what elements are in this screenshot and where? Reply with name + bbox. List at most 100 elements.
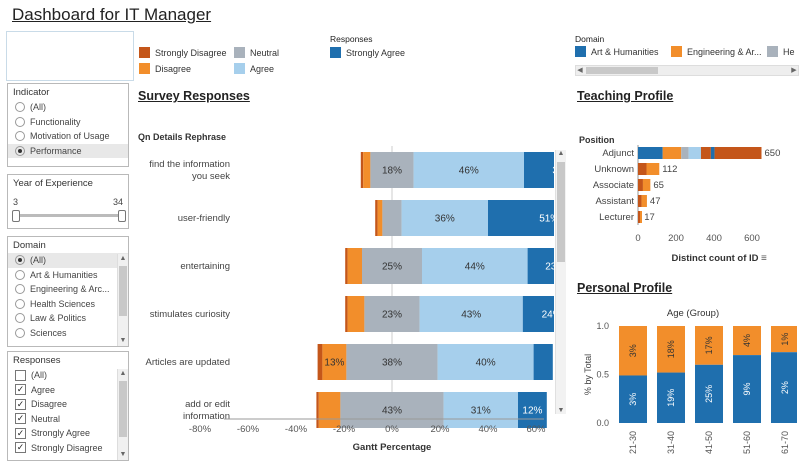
domain-option[interactable]: Art & Humanities <box>8 268 128 283</box>
radio-unchecked-icon[interactable] <box>15 116 25 127</box>
sort-icon[interactable]: ≡ <box>761 253 767 264</box>
indicator-option[interactable]: (All) <box>8 100 128 115</box>
y-axis-label: % by Total <box>583 354 593 395</box>
x-tick-label: 400 <box>706 233 722 244</box>
teaching-bar-segment <box>638 195 642 207</box>
checkbox-unchecked-icon[interactable] <box>15 369 26 381</box>
teaching-column-header: Position <box>579 135 615 145</box>
scroll-down-icon[interactable]: ▼ <box>119 337 127 344</box>
domain-scroll-thumb[interactable] <box>119 266 127 316</box>
responses-option[interactable]: ✓ Disagree <box>8 397 128 412</box>
data-label: 38% <box>382 358 402 369</box>
legend-art-humanities[interactable]: Art & Humanities <box>575 46 659 57</box>
scroll-down-icon[interactable]: ▼ <box>119 451 127 458</box>
responses-option[interactable]: ✓ Strongly Disagree <box>8 441 128 456</box>
radio-unchecked-icon[interactable] <box>15 298 25 309</box>
radio-checked-icon[interactable] <box>15 145 25 156</box>
data-label: 44% <box>465 262 485 273</box>
checkbox-checked-icon[interactable]: ✓ <box>15 413 26 425</box>
experience-slider-max-handle[interactable] <box>118 210 126 222</box>
x-axis-label: Gantt Percentage <box>353 442 432 453</box>
experience-slider-track[interactable] <box>15 214 121 217</box>
column-engineering <box>657 326 685 373</box>
option-label: (All) <box>31 370 47 380</box>
survey-scrollbar[interactable]: ▲ ▼ <box>555 150 566 414</box>
bar-value-label: 650 <box>765 148 781 159</box>
radio-checked-icon[interactable] <box>15 255 25 266</box>
indicator-option[interactable]: Performance <box>8 143 128 158</box>
legend-health[interactable]: He <box>767 46 795 57</box>
domain-option[interactable]: Engineering & Arc... <box>8 282 128 297</box>
legend-strongly-agree[interactable]: Strongly Agree <box>330 47 405 58</box>
teaching-bar-segment <box>638 147 663 159</box>
bar-strongly-agree <box>527 248 554 284</box>
domain-filter: Domain (All) Art & Humanities Engineering … <box>7 236 129 347</box>
radio-unchecked-icon[interactable] <box>15 131 25 142</box>
checkbox-checked-icon[interactable]: ✓ <box>15 398 26 410</box>
scroll-up-icon[interactable]: ▲ <box>119 370 127 377</box>
responses-filter-title: Responses <box>13 355 61 366</box>
scroll-up-icon[interactable]: ▲ <box>119 255 127 262</box>
legend-disagree[interactable]: Disagree <box>139 63 191 74</box>
option-label: (All) <box>30 102 46 112</box>
scroll-up-icon[interactable]: ▲ <box>557 150 565 157</box>
column-engineering <box>619 326 647 376</box>
segment-label: 1% <box>780 333 790 346</box>
swatch-agree <box>234 63 245 74</box>
radio-unchecked-icon[interactable] <box>15 327 25 338</box>
scroll-right-icon[interactable]: ▶ <box>791 67 797 74</box>
responses-option[interactable]: (All) <box>8 368 128 383</box>
responses-option[interactable]: ✓ Neutral <box>8 412 128 427</box>
x-tick-label: 61-70 <box>780 431 790 454</box>
x-tick-label: 51-60 <box>742 431 752 454</box>
radio-unchecked-icon[interactable] <box>15 269 25 280</box>
survey-scroll-thumb[interactable] <box>557 162 565 262</box>
position-label: Lecturer <box>599 212 634 223</box>
responses-scrollbar[interactable]: ▲ ▼ <box>117 369 128 460</box>
y-tick-label: 1.0 <box>596 321 609 331</box>
domain-option[interactable]: Sciences <box>8 326 128 341</box>
option-label: Functionality <box>30 116 81 127</box>
domain-legend-scroll-thumb[interactable] <box>586 67 658 74</box>
radio-unchecked-icon[interactable] <box>15 102 25 113</box>
indicator-option[interactable]: Motivation of Usage <box>8 129 128 144</box>
column-art-humanities <box>657 372 685 423</box>
position-label: Unknown <box>594 164 634 175</box>
radio-unchecked-icon[interactable] <box>15 284 25 295</box>
responses-option[interactable]: ✓ Strongly Agree <box>8 426 128 441</box>
teaching-bar-segment <box>714 147 762 159</box>
legend-agree[interactable]: Agree <box>234 63 274 74</box>
checkbox-checked-icon[interactable]: ✓ <box>15 442 26 454</box>
option-label: Disagree <box>31 399 68 409</box>
scroll-left-icon[interactable]: ◀ <box>577 67 583 74</box>
indicator-option[interactable]: Functionality <box>8 115 128 130</box>
position-label: Adjunct <box>602 148 634 159</box>
segment-label: 19% <box>666 389 676 407</box>
column-art-humanities <box>695 364 723 423</box>
experience-slider-min-handle[interactable] <box>12 210 20 222</box>
domain-option[interactable]: Law & Politics <box>8 311 128 326</box>
data-label: 31% <box>471 406 491 417</box>
domain-option[interactable]: (All) <box>8 253 128 268</box>
checkbox-checked-icon[interactable]: ✓ <box>15 427 26 439</box>
x-tick-label: -60% <box>237 424 260 435</box>
bar-neutral <box>362 248 422 284</box>
scroll-down-icon[interactable]: ▼ <box>557 407 565 414</box>
y-tick-label: 0.0 <box>596 418 609 428</box>
responses-option[interactable]: ✓ Agree <box>8 383 128 398</box>
bar-strongly-agree <box>524 152 554 188</box>
option-label: Sciences <box>30 327 67 338</box>
domain-legend-scrollbar[interactable]: ◀ ▶ <box>575 65 799 76</box>
legend-strongly-disagree[interactable]: Strongly Disagree <box>139 47 227 58</box>
radio-unchecked-icon[interactable] <box>15 313 25 324</box>
checkbox-checked-icon[interactable]: ✓ <box>15 384 26 396</box>
bar-value-label: 112 <box>662 164 677 175</box>
x-tick-label: 0% <box>385 424 399 435</box>
column-art-humanities <box>619 375 647 423</box>
legend-neutral[interactable]: Neutral <box>234 47 279 58</box>
blank-filter-area <box>6 31 134 81</box>
responses-scroll-thumb[interactable] <box>119 381 127 437</box>
domain-option[interactable]: Health Sciences <box>8 297 128 312</box>
domain-scrollbar[interactable]: ▲ ▼ <box>117 254 128 346</box>
legend-engineering[interactable]: Engineering & Ar... <box>671 46 762 57</box>
